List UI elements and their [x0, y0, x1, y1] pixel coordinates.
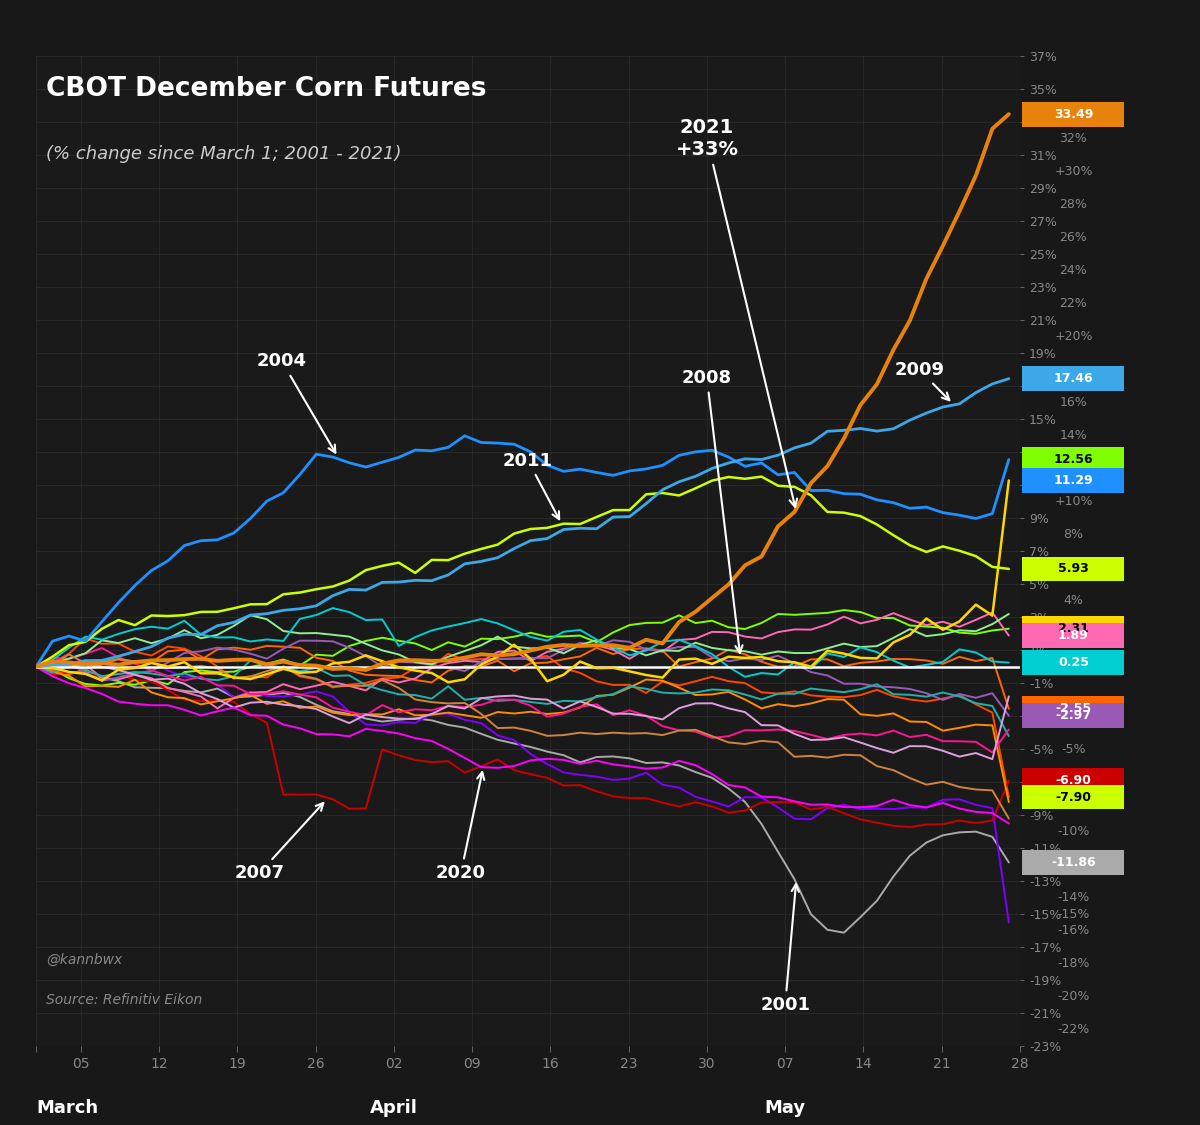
- Text: 11.29: 11.29: [1054, 474, 1093, 487]
- Text: May: May: [764, 1099, 805, 1117]
- Text: 2008: 2008: [682, 369, 743, 652]
- Text: -22%: -22%: [1057, 1024, 1090, 1036]
- Text: 2020: 2020: [436, 772, 486, 882]
- Text: +30%: +30%: [1054, 165, 1093, 178]
- Text: 2007: 2007: [235, 803, 323, 882]
- Text: 1.89: 1.89: [1058, 629, 1088, 642]
- Text: 2009: 2009: [894, 361, 949, 400]
- Text: 0.25: 0.25: [1058, 656, 1088, 669]
- Text: 17.46: 17.46: [1054, 372, 1093, 385]
- Text: -15%: -15%: [1057, 908, 1090, 920]
- Text: -20%: -20%: [1057, 990, 1090, 1004]
- Text: -10%: -10%: [1057, 826, 1090, 838]
- Text: CBOT December Corn Futures: CBOT December Corn Futures: [46, 76, 486, 102]
- Text: 22%: 22%: [1060, 297, 1087, 310]
- Text: -5%: -5%: [1061, 742, 1086, 756]
- Text: 33.49: 33.49: [1054, 108, 1093, 120]
- Text: 16%: 16%: [1060, 396, 1087, 410]
- Text: 12.56: 12.56: [1054, 453, 1093, 466]
- Text: April: April: [370, 1099, 418, 1117]
- Text: (% change since March 1; 2001 - 2021): (% change since March 1; 2001 - 2021): [46, 145, 401, 163]
- Text: 5.93: 5.93: [1058, 562, 1088, 575]
- Text: 28%: 28%: [1060, 198, 1087, 212]
- Text: @kannbwx: @kannbwx: [46, 953, 122, 968]
- Text: -11.86: -11.86: [1051, 856, 1096, 868]
- Text: -7.90: -7.90: [1056, 791, 1092, 803]
- Text: 2001: 2001: [760, 884, 810, 1014]
- Text: 14%: 14%: [1060, 430, 1087, 442]
- Text: 4%: 4%: [1063, 594, 1084, 608]
- Text: 2.31: 2.31: [1058, 622, 1088, 636]
- Text: March: March: [36, 1099, 98, 1117]
- Text: +20%: +20%: [1054, 331, 1093, 343]
- Text: -16%: -16%: [1057, 925, 1090, 937]
- Text: 32%: 32%: [1060, 133, 1087, 145]
- Text: -2.55: -2.55: [1055, 702, 1092, 716]
- Text: -14%: -14%: [1057, 891, 1090, 904]
- Text: 8%: 8%: [1063, 529, 1084, 541]
- Text: +10%: +10%: [1054, 495, 1093, 508]
- Text: -6.90: -6.90: [1056, 774, 1091, 787]
- Text: -18%: -18%: [1057, 957, 1090, 970]
- Text: 2004: 2004: [257, 352, 335, 452]
- Text: -2.97: -2.97: [1056, 709, 1092, 722]
- Text: 26%: 26%: [1060, 232, 1087, 244]
- Text: 24%: 24%: [1060, 264, 1087, 277]
- Text: Source: Refinitiv Eikon: Source: Refinitiv Eikon: [46, 992, 202, 1007]
- Text: 2021
+33%: 2021 +33%: [676, 118, 797, 507]
- Text: 2011: 2011: [503, 451, 559, 519]
